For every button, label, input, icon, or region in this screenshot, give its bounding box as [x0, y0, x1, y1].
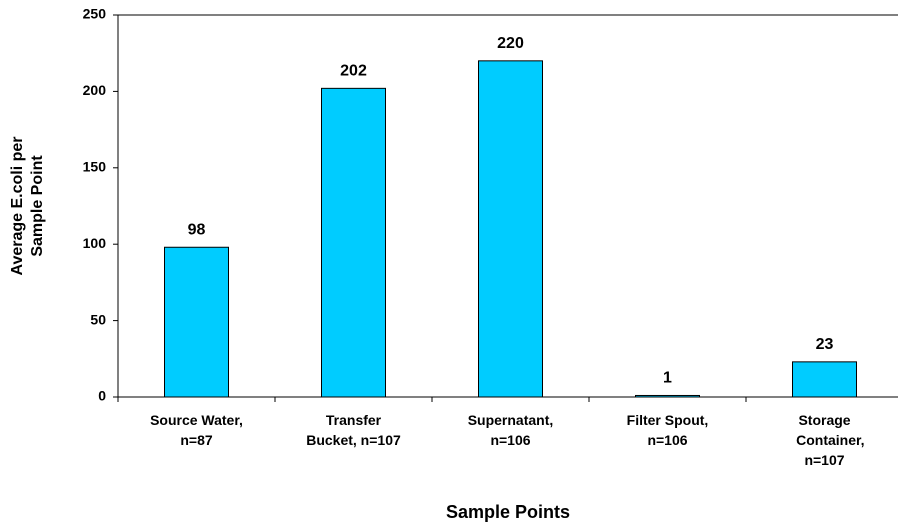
value-label: 23: [816, 336, 834, 353]
x-tick-label: Source Water, n=87: [150, 412, 243, 448]
y-tick-label: 50: [90, 311, 106, 327]
bar: [164, 246, 229, 398]
x-tick-label: Filter Spout, n=106: [627, 412, 709, 448]
value-label: 220: [497, 35, 524, 52]
y-tick-label: 200: [83, 82, 107, 98]
bar: [792, 361, 857, 398]
value-label: 98: [188, 221, 206, 238]
bar: [635, 394, 700, 398]
x-axis-label: Sample Points: [446, 502, 570, 522]
y-axis-label: Average E.coli per Sample Point: [9, 136, 46, 275]
x-tick-label: Storage Container, n=107: [784, 412, 864, 468]
y-tick-label: 250: [83, 6, 107, 22]
bar: [321, 87, 386, 398]
value-label: 1: [663, 370, 672, 387]
bar: [478, 60, 543, 398]
y-tick-label: 150: [83, 159, 107, 175]
x-tick-label: Transfer Bucket, n=107: [306, 412, 401, 448]
y-tick-label: 0: [98, 388, 106, 404]
x-tick-label: Supernatant, n=106: [468, 412, 554, 448]
y-tick-label: 100: [83, 235, 107, 251]
value-label: 202: [340, 63, 367, 80]
